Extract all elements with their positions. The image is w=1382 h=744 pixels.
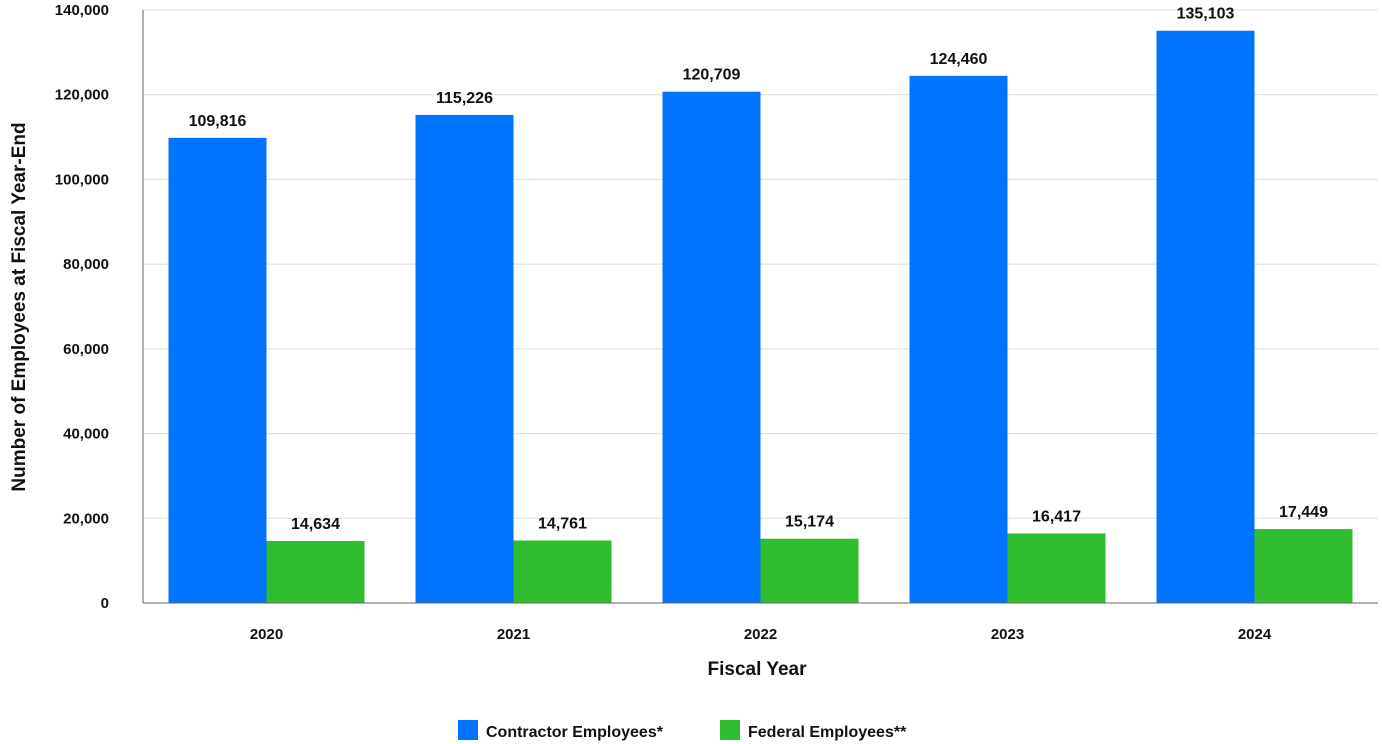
x-tick-label: 2024 xyxy=(1238,626,1272,643)
data-label-contractor-2022: 120,709 xyxy=(683,67,741,84)
data-label-contractor-2023: 124,460 xyxy=(930,51,988,68)
bar-contractor-2021 xyxy=(415,114,514,604)
data-label-federal-2022: 15,174 xyxy=(785,514,834,531)
x-tick-label: 2022 xyxy=(744,626,777,643)
legend-swatch-federal xyxy=(720,720,740,740)
bar-contractor-2020 xyxy=(168,137,267,603)
data-label-contractor-2024: 135,103 xyxy=(1177,6,1235,23)
bar-contractor-2022 xyxy=(662,91,761,603)
bar-federal-2020 xyxy=(266,541,365,603)
x-tick-label: 2021 xyxy=(497,626,530,643)
y-axis-title: Number of Employees at Fiscal Year-End xyxy=(9,122,30,491)
x-axis-title: Fiscal Year xyxy=(708,659,808,680)
bar-federal-2021 xyxy=(513,540,612,603)
y-tick-label: 60,000 xyxy=(63,341,109,358)
x-tick-labels: 2020 2021 2022 2023 2024 xyxy=(250,626,1272,643)
y-tick-label: 40,000 xyxy=(63,426,109,443)
legend-label-federal: Federal Employees** xyxy=(748,724,907,741)
y-tick-label: 80,000 xyxy=(63,256,109,273)
x-tick-label: 2020 xyxy=(250,626,283,643)
y-tick-label: 0 xyxy=(101,595,109,612)
bar-federal-2024 xyxy=(1254,529,1353,603)
y-tick-label: 100,000 xyxy=(55,171,109,188)
bar-federal-2023 xyxy=(1007,533,1106,603)
axes xyxy=(142,10,1378,604)
data-labels: 109,816 14,634 115,226 14,761 120,709 15,174 1… xyxy=(189,6,1328,533)
y-tick-label: 140,000 xyxy=(55,2,109,19)
data-label-contractor-2020: 109,816 xyxy=(189,113,247,130)
legend-label-contractor: Contractor Employees* xyxy=(486,724,664,741)
data-label-federal-2021: 14,761 xyxy=(538,515,587,532)
y-tick-label: 20,000 xyxy=(63,510,109,527)
data-label-federal-2024: 17,449 xyxy=(1279,504,1328,521)
y-tick-labels: 0 20,000 40,000 60,000 80,000 100,000 120,000 1… xyxy=(55,2,109,612)
legend-swatch-contractor xyxy=(458,720,478,740)
data-label-federal-2020: 14,634 xyxy=(291,516,340,533)
bars xyxy=(168,30,1353,604)
bar-federal-2022 xyxy=(760,538,859,603)
data-label-federal-2023: 16,417 xyxy=(1032,508,1081,525)
bar-contractor-2023 xyxy=(909,75,1008,603)
y-tick-label: 120,000 xyxy=(55,87,109,104)
legend: Contractor Employees* Federal Employees** xyxy=(458,720,907,741)
bar-contractor-2024 xyxy=(1156,30,1255,603)
data-label-contractor-2021: 115,226 xyxy=(436,90,493,107)
x-tick-label: 2023 xyxy=(991,626,1024,643)
